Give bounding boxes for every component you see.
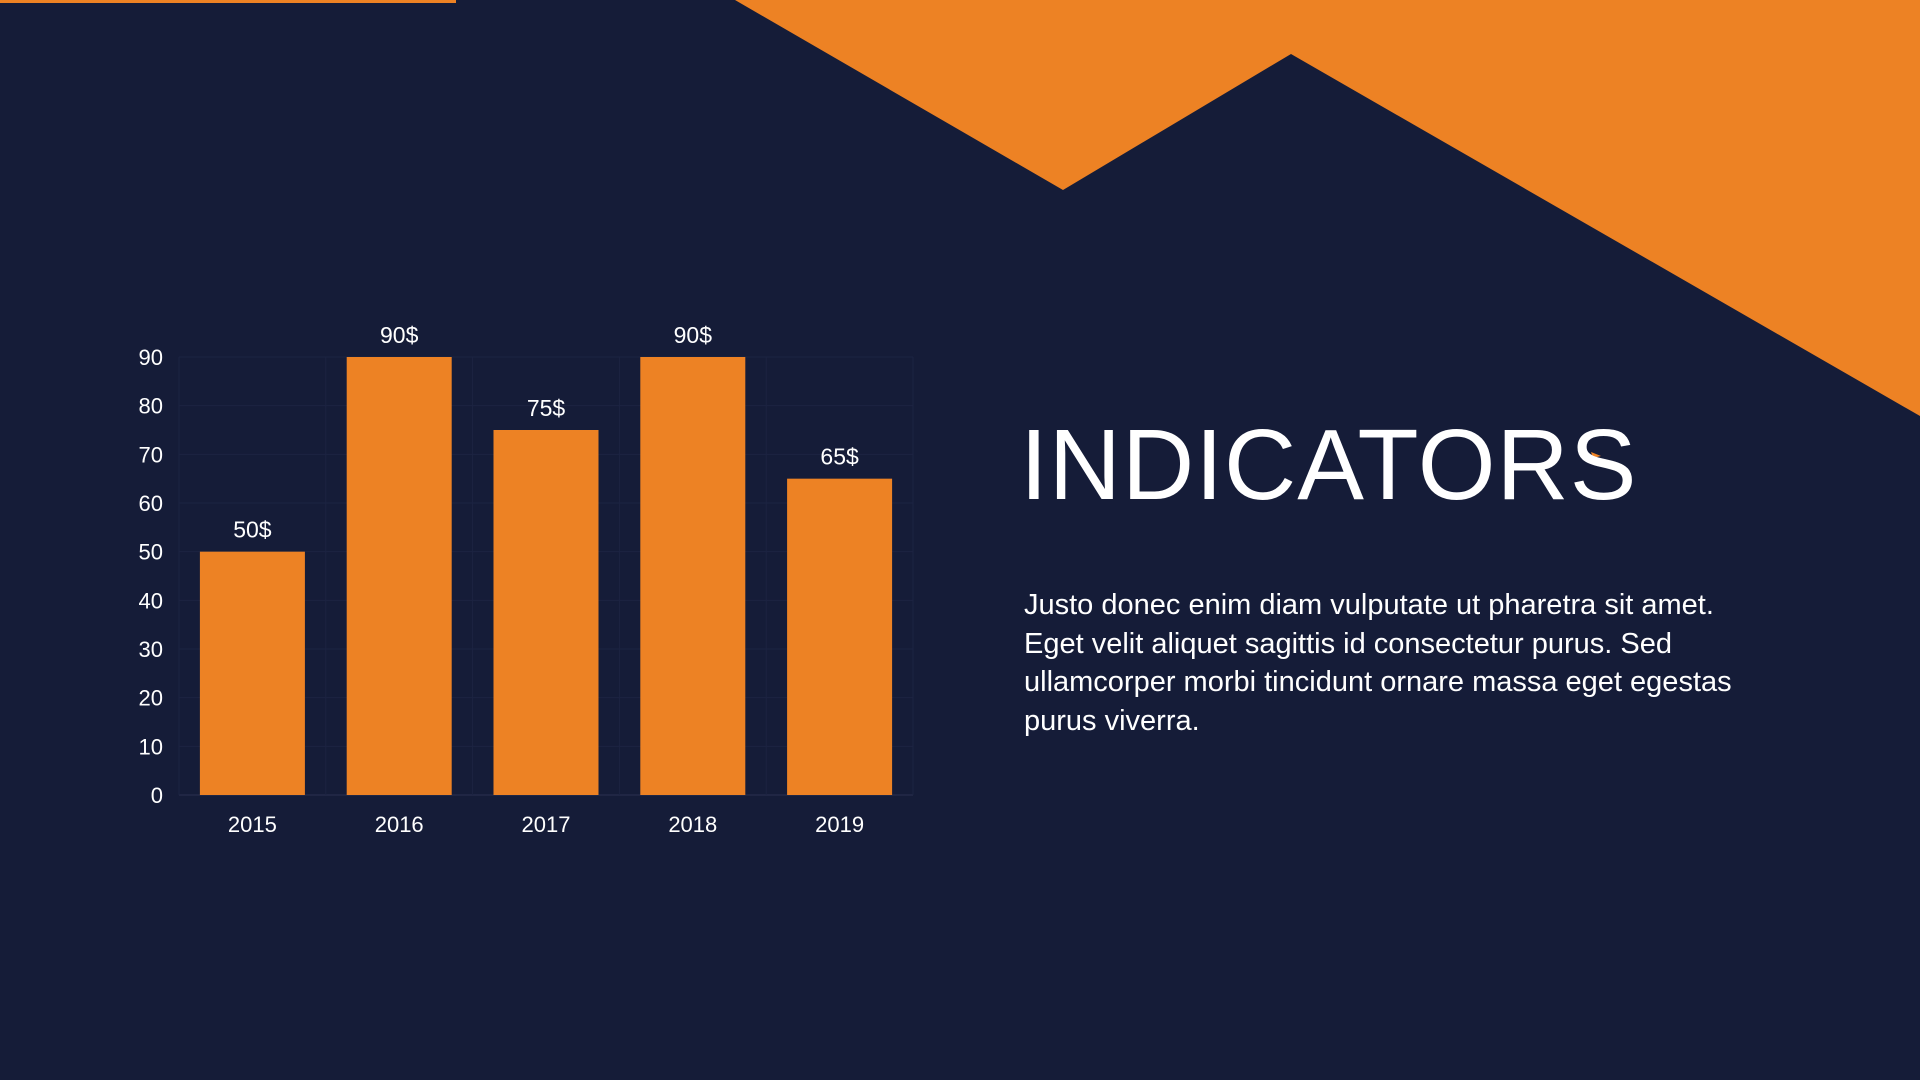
- y-tick-label: 30: [139, 637, 163, 662]
- bar-2015: [199, 551, 305, 795]
- bar-2019: [787, 478, 893, 795]
- y-tick-label: 20: [139, 686, 163, 711]
- data-label: 50$: [233, 517, 272, 543]
- x-tick-label: 2016: [375, 812, 424, 837]
- y-tick-label: 10: [139, 734, 163, 759]
- data-label: 65$: [820, 444, 859, 470]
- top-accent-line: [0, 0, 456, 3]
- y-tick-label: 70: [139, 442, 163, 467]
- y-tick-label: 90: [139, 345, 163, 370]
- bar-2016: [346, 357, 452, 795]
- y-tick-label: 60: [139, 491, 163, 516]
- data-label: 90$: [380, 322, 419, 348]
- x-tick-label: 2018: [668, 812, 717, 837]
- y-tick-label: 80: [139, 394, 163, 419]
- bar-2017: [493, 430, 599, 795]
- accent-mark: [1591, 452, 1601, 458]
- bar-2018: [640, 357, 746, 795]
- orange-zigzag-shape: [735, 0, 1920, 416]
- data-label: 75$: [527, 395, 566, 421]
- description-text: Justo donec enim diam vulputate ut phare…: [1024, 589, 1732, 737]
- x-tick-label: 2015: [228, 812, 277, 837]
- y-tick-label: 0: [151, 783, 163, 808]
- data-label: 90$: [674, 322, 713, 348]
- y-tick-label: 40: [139, 588, 163, 613]
- page-title: INDICATORS: [1020, 409, 1638, 521]
- x-tick-label: 2019: [815, 812, 864, 837]
- y-tick-label: 50: [139, 540, 163, 565]
- x-tick-label: 2017: [522, 812, 571, 837]
